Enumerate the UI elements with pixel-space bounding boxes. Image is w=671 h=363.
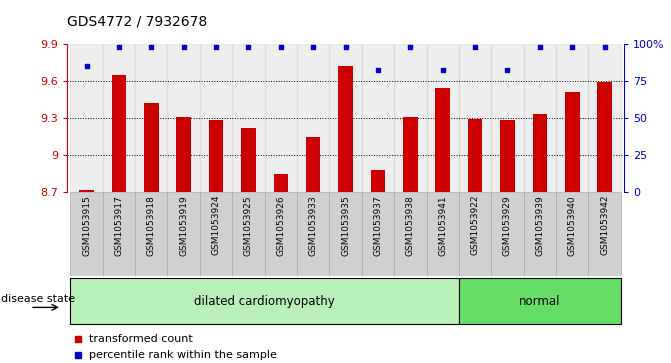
Point xyxy=(243,44,254,49)
Point xyxy=(437,68,448,73)
Bar xyxy=(588,192,621,276)
Bar xyxy=(135,192,168,276)
Bar xyxy=(103,192,135,276)
Bar xyxy=(403,117,417,192)
Text: GSM1053939: GSM1053939 xyxy=(535,195,544,256)
Point xyxy=(567,44,578,49)
Bar xyxy=(459,44,491,192)
Bar xyxy=(362,192,394,276)
Text: GSM1053938: GSM1053938 xyxy=(406,195,415,256)
Bar xyxy=(306,136,321,192)
Text: GSM1053941: GSM1053941 xyxy=(438,195,447,256)
Text: GSM1053915: GSM1053915 xyxy=(82,195,91,256)
Text: GSM1053935: GSM1053935 xyxy=(341,195,350,256)
Bar xyxy=(103,44,135,192)
Bar xyxy=(500,121,515,192)
Bar xyxy=(111,74,126,192)
Point xyxy=(470,44,480,49)
Bar xyxy=(370,170,385,192)
Bar xyxy=(168,44,200,192)
Text: disease state: disease state xyxy=(1,294,75,304)
Bar xyxy=(135,44,168,192)
Bar xyxy=(70,44,103,192)
Bar xyxy=(176,117,191,192)
Bar xyxy=(523,44,556,192)
Bar xyxy=(523,192,556,276)
Bar xyxy=(556,192,588,276)
Bar xyxy=(241,128,256,192)
Point xyxy=(178,44,189,49)
Bar xyxy=(168,192,200,276)
Text: GSM1053942: GSM1053942 xyxy=(600,195,609,256)
Text: GSM1053924: GSM1053924 xyxy=(211,195,221,256)
Bar xyxy=(79,190,94,192)
Bar xyxy=(459,192,491,276)
Point xyxy=(113,44,124,49)
Bar xyxy=(597,82,612,192)
Text: normal: normal xyxy=(519,295,560,308)
Bar xyxy=(338,66,353,192)
Bar xyxy=(297,44,329,192)
Point xyxy=(535,44,546,49)
Text: dilated cardiomyopathy: dilated cardiomyopathy xyxy=(194,295,335,308)
Text: GSM1053940: GSM1053940 xyxy=(568,195,576,256)
Bar xyxy=(297,192,329,276)
Bar xyxy=(274,174,288,192)
Point xyxy=(275,44,286,49)
Point xyxy=(146,44,156,49)
Bar xyxy=(200,44,232,192)
Point xyxy=(442,130,452,136)
Point xyxy=(211,44,221,49)
Text: transformed count: transformed count xyxy=(89,334,193,344)
Bar xyxy=(70,278,459,324)
Text: GSM1053933: GSM1053933 xyxy=(309,195,317,256)
Text: percentile rank within the sample: percentile rank within the sample xyxy=(89,350,277,360)
Bar xyxy=(329,44,362,192)
Bar xyxy=(468,119,482,192)
Bar xyxy=(588,44,621,192)
Text: GSM1053922: GSM1053922 xyxy=(470,195,480,256)
Bar xyxy=(264,192,297,276)
Point xyxy=(308,44,319,49)
Bar xyxy=(329,192,362,276)
Bar xyxy=(491,44,523,192)
Bar xyxy=(144,103,158,192)
Point xyxy=(599,44,610,49)
Bar xyxy=(427,192,459,276)
Text: GSM1053917: GSM1053917 xyxy=(115,195,123,256)
Bar xyxy=(435,88,450,192)
Bar xyxy=(556,44,588,192)
Text: GSM1053929: GSM1053929 xyxy=(503,195,512,256)
Bar xyxy=(491,192,523,276)
Text: GSM1053937: GSM1053937 xyxy=(374,195,382,256)
Text: GSM1053918: GSM1053918 xyxy=(147,195,156,256)
Point xyxy=(442,269,452,275)
Bar xyxy=(394,44,427,192)
Bar xyxy=(394,192,427,276)
Text: GDS4772 / 7932678: GDS4772 / 7932678 xyxy=(67,15,207,29)
Bar xyxy=(533,114,547,192)
Text: GSM1053925: GSM1053925 xyxy=(244,195,253,256)
Bar xyxy=(459,278,621,324)
Text: GSM1053919: GSM1053919 xyxy=(179,195,188,256)
Bar xyxy=(565,92,580,192)
Bar xyxy=(232,192,264,276)
Point xyxy=(340,44,351,49)
Point xyxy=(372,68,383,73)
Bar xyxy=(200,192,232,276)
Bar xyxy=(427,44,459,192)
Bar xyxy=(70,192,103,276)
Bar xyxy=(232,44,264,192)
Point xyxy=(502,68,513,73)
Point xyxy=(81,63,92,69)
Bar xyxy=(209,121,223,192)
Bar xyxy=(362,44,394,192)
Text: GSM1053926: GSM1053926 xyxy=(276,195,285,256)
Bar xyxy=(264,44,297,192)
Point xyxy=(405,44,416,49)
